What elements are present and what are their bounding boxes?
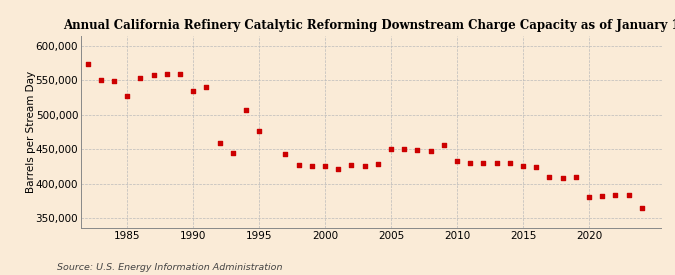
- Point: [148, 73, 159, 77]
- Point: [95, 78, 106, 82]
- Point: [531, 165, 541, 169]
- Point: [491, 161, 502, 165]
- Point: [597, 194, 608, 198]
- Point: [610, 193, 621, 197]
- Point: [438, 143, 449, 147]
- Point: [373, 162, 383, 166]
- Point: [399, 147, 410, 151]
- Point: [452, 159, 462, 163]
- Point: [293, 163, 304, 167]
- Point: [254, 129, 265, 134]
- Point: [346, 163, 357, 167]
- Point: [306, 164, 317, 169]
- Point: [504, 161, 515, 165]
- Point: [214, 141, 225, 145]
- Point: [518, 164, 529, 169]
- Point: [570, 175, 581, 180]
- Point: [557, 176, 568, 180]
- Point: [544, 175, 555, 180]
- Point: [333, 167, 344, 171]
- Point: [188, 89, 198, 93]
- Text: Source: U.S. Energy Information Administration: Source: U.S. Energy Information Administ…: [57, 263, 283, 272]
- Point: [122, 94, 132, 98]
- Point: [135, 76, 146, 81]
- Title: Annual California Refinery Catalytic Reforming Downstream Charge Capacity as of : Annual California Refinery Catalytic Ref…: [63, 19, 675, 32]
- Y-axis label: Barrels per Stream Day: Barrels per Stream Day: [26, 71, 36, 193]
- Point: [201, 84, 212, 89]
- Point: [320, 164, 331, 169]
- Point: [465, 161, 476, 165]
- Point: [359, 164, 370, 169]
- Point: [425, 149, 436, 153]
- Point: [280, 152, 291, 156]
- Point: [109, 79, 119, 83]
- Point: [583, 194, 594, 199]
- Point: [385, 147, 396, 151]
- Point: [478, 161, 489, 165]
- Point: [175, 71, 186, 76]
- Point: [227, 151, 238, 156]
- Point: [161, 72, 172, 76]
- Point: [412, 148, 423, 152]
- Point: [240, 108, 251, 112]
- Point: [82, 62, 93, 66]
- Point: [623, 193, 634, 197]
- Point: [637, 205, 647, 210]
